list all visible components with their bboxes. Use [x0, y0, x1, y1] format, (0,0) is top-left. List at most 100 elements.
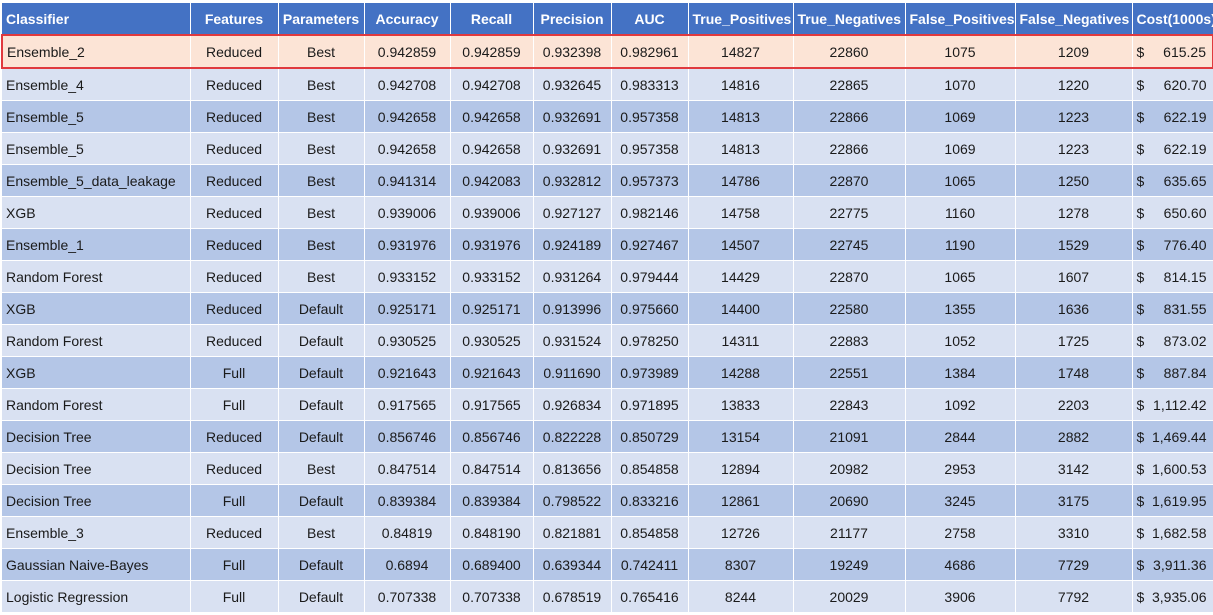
cost-amount: 1,469.44: [1152, 428, 1207, 445]
cell-false-negatives: 3310: [1015, 516, 1133, 549]
cell-cost: $3,911.36: [1132, 548, 1213, 581]
col-header-parameters[interactable]: Parameters: [278, 3, 365, 36]
col-header-precision[interactable]: Precision: [533, 3, 612, 36]
cost-amount: 1,682.58: [1152, 524, 1207, 541]
col-header-true-positives[interactable]: True_Positives: [688, 3, 794, 36]
cell-precision: 0.911690: [533, 356, 612, 389]
cost-amount: 3,911.36: [1153, 556, 1207, 573]
cell-recall: 0.707338: [450, 580, 534, 613]
cell-recall: 0.847514: [450, 452, 534, 485]
col-header-cost[interactable]: Cost(1000s): [1132, 3, 1213, 36]
table-row[interactable]: XGB Reduced Best 0.939006 0.939006 0.927127 0.…: [2, 196, 1213, 229]
cell-classifier: Random Forest: [2, 388, 191, 421]
cell-false-positives: 1069: [905, 100, 1016, 133]
table-row[interactable]: Gaussian Naive-Bayes Full Default 0.6894 0.6…: [2, 548, 1213, 581]
cell-accuracy: 0.930525: [364, 324, 451, 357]
cell-true-positives: 14288: [688, 356, 794, 389]
col-header-false-negatives[interactable]: False_Negatives: [1015, 3, 1133, 36]
cell-parameters: Best: [278, 516, 365, 549]
cell-classifier: Ensemble_5: [2, 132, 191, 165]
cell-classifier: Decision Tree: [2, 420, 191, 453]
cost-amount: 1,600.53: [1152, 460, 1207, 477]
cell-true-positives: 13154: [688, 420, 794, 453]
table-row[interactable]: Ensemble_5_data_leakage Reduced Best 0.9413…: [2, 164, 1213, 197]
table-row[interactable]: Random Forest Full Default 0.917565 0.917565…: [2, 388, 1213, 421]
cell-features: Reduced: [190, 324, 279, 357]
cell-false-negatives: 1220: [1015, 68, 1133, 101]
cost-currency-symbol: $: [1136, 588, 1145, 605]
cell-cost: $635.65: [1132, 164, 1213, 197]
cell-false-negatives: 2882: [1015, 420, 1133, 453]
cost-currency-symbol: $: [1136, 172, 1145, 189]
table-row[interactable]: Logistic Regression Full Default 0.707338 0.…: [2, 580, 1213, 613]
cell-false-positives: 1092: [905, 388, 1016, 421]
col-header-false-positives[interactable]: False_Positives: [905, 3, 1016, 36]
table-row[interactable]: Decision Tree Reduced Best 0.847514 0.847514…: [2, 452, 1213, 485]
cell-false-negatives: 1223: [1015, 100, 1133, 133]
cell-true-positives: 14758: [688, 196, 794, 229]
table-row[interactable]: Random Forest Reduced Default 0.930525 0.930…: [2, 324, 1213, 357]
cell-precision: 0.822228: [533, 420, 612, 453]
col-header-auc[interactable]: AUC: [611, 3, 689, 36]
col-header-accuracy[interactable]: Accuracy: [364, 3, 451, 36]
table-row[interactable]: Ensemble_1 Reduced Best 0.931976 0.931976 0.9…: [2, 228, 1213, 261]
table-row[interactable]: XGB Reduced Default 0.925171 0.925171 0.91399…: [2, 292, 1213, 325]
cell-features: Reduced: [190, 196, 279, 229]
cell-true-negatives: 22775: [793, 196, 906, 229]
col-header-classifier[interactable]: Classifier: [2, 3, 191, 36]
cell-cost: $620.70: [1132, 68, 1213, 101]
cell-true-negatives: 22860: [793, 34, 906, 69]
cell-recall: 0.848190: [450, 516, 534, 549]
cell-auc: 0.971895: [611, 388, 689, 421]
cell-accuracy: 0.707338: [364, 580, 451, 613]
cost-amount: 831.55: [1163, 300, 1207, 317]
col-header-true-negatives[interactable]: True_Negatives: [793, 3, 906, 36]
cell-true-positives: 14816: [688, 68, 794, 101]
cell-cost: $1,682.58: [1132, 516, 1213, 549]
table-row[interactable]: Decision Tree Reduced Default 0.856746 0.856…: [2, 420, 1213, 453]
cell-true-positives: 14429: [688, 260, 794, 293]
cell-accuracy: 0.925171: [364, 292, 451, 325]
table-row[interactable]: Random Forest Reduced Best 0.933152 0.933152…: [2, 260, 1213, 293]
cell-cost: $622.19: [1132, 100, 1213, 133]
cell-cost: $873.02: [1132, 324, 1213, 357]
cost-amount: 887.84: [1163, 364, 1207, 381]
cell-recall: 0.942859: [450, 34, 534, 69]
cell-precision: 0.927127: [533, 196, 612, 229]
cell-true-negatives: 22883: [793, 324, 906, 357]
cost-currency-symbol: $: [1136, 268, 1145, 285]
table-row[interactable]: Ensemble_3 Reduced Best 0.84819 0.848190 0.82…: [2, 516, 1213, 549]
cell-features: Reduced: [190, 34, 279, 69]
table-row[interactable]: XGB Full Default 0.921643 0.921643 0.911690 0.…: [2, 356, 1213, 389]
cell-parameters: Best: [278, 100, 365, 133]
cell-true-positives: 12861: [688, 484, 794, 517]
cell-parameters: Default: [278, 388, 365, 421]
cell-false-negatives: 2203: [1015, 388, 1133, 421]
col-header-features[interactable]: Features: [190, 3, 279, 36]
table-row[interactable]: Ensemble_5 Reduced Best 0.942658 0.942658 0.9…: [2, 132, 1213, 165]
cell-true-positives: 14813: [688, 100, 794, 133]
table-row-highlighted[interactable]: Ensemble_2 Reduced Best 0.942859 0.942859 0.9…: [1, 34, 1213, 69]
cell-classifier: Random Forest: [2, 324, 191, 357]
cell-classifier: XGB: [2, 196, 191, 229]
cell-recall: 0.942708: [450, 68, 534, 101]
cell-recall: 0.933152: [450, 260, 534, 293]
cell-false-negatives: 1725: [1015, 324, 1133, 357]
cell-false-negatives: 1748: [1015, 356, 1133, 389]
cell-true-negatives: 21091: [793, 420, 906, 453]
cell-accuracy: 0.839384: [364, 484, 451, 517]
cost-currency-symbol: $: [1136, 43, 1145, 60]
table-row[interactable]: Decision Tree Full Default 0.839384 0.839384…: [2, 484, 1213, 517]
cell-precision: 0.932398: [533, 34, 612, 69]
cell-true-negatives: 20982: [793, 452, 906, 485]
table-body: Ensemble_2 Reduced Best 0.942859 0.942859 0.9…: [1, 34, 1213, 613]
col-header-recall[interactable]: Recall: [450, 3, 534, 36]
cell-cost: $1,112.42: [1132, 388, 1213, 421]
cell-false-positives: 4686: [905, 548, 1016, 581]
table-row[interactable]: Ensemble_4 Reduced Best 0.942708 0.942708 0.9…: [2, 68, 1213, 101]
cell-cost: $3,935.06: [1132, 580, 1213, 613]
cost-currency-symbol: $: [1136, 204, 1145, 221]
cell-parameters: Best: [278, 68, 365, 101]
table-row[interactable]: Ensemble_5 Reduced Best 0.942658 0.942658 0.9…: [2, 100, 1213, 133]
cell-cost: $814.15: [1132, 260, 1213, 293]
